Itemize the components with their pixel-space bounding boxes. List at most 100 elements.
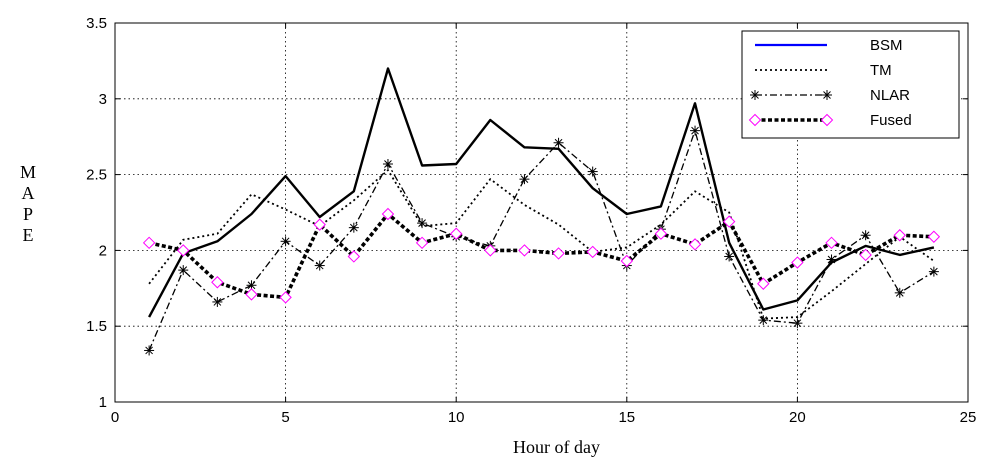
legend-box	[741, 30, 960, 139]
diamond-marker	[620, 254, 634, 268]
star-stroke	[861, 231, 870, 240]
diamond-marker	[552, 247, 565, 260]
star-marker	[690, 125, 701, 136]
star-marker	[178, 265, 189, 276]
series-line-bsm	[148, 67, 935, 318]
star-stroke	[520, 175, 529, 184]
star-stroke	[793, 319, 802, 328]
x-tick-label: 10	[448, 409, 465, 426]
star-stroke	[179, 266, 188, 274]
legend-label-bsm: BSM	[870, 37, 903, 54]
star-marker	[144, 345, 155, 356]
star-stroke	[315, 261, 324, 270]
star-stroke	[349, 223, 358, 232]
star-stroke	[930, 267, 938, 276]
star-marker	[280, 236, 291, 247]
star-marker	[212, 296, 223, 307]
x-tick-label: 25	[960, 409, 977, 426]
diamond-marker	[825, 236, 838, 250]
diamond-marker	[757, 277, 770, 290]
star-marker	[792, 318, 803, 329]
diamond-marker	[279, 291, 292, 304]
star-marker	[860, 230, 871, 241]
x-tick-label: 0	[111, 409, 119, 426]
star-stroke	[691, 126, 699, 135]
y-axis-title-letter: A	[22, 183, 35, 203]
diamond-marker	[518, 244, 531, 257]
y-tick-label: 2.5	[86, 167, 107, 184]
x-tick-label: 20	[789, 409, 806, 426]
star-marker	[382, 158, 393, 169]
diamond-marker	[927, 230, 941, 243]
star-stroke	[895, 288, 904, 297]
star-stroke	[823, 91, 831, 99]
star-marker	[758, 315, 769, 326]
y-tick-label: 3.5	[86, 15, 107, 32]
diamond-marker	[688, 238, 702, 251]
diamond-marker	[893, 229, 906, 242]
y-tick-label: 1	[99, 394, 107, 411]
tick-labels: 0 5 10 15 20 25 1 1.5 2 2.5 3 3.5	[86, 15, 976, 426]
y-axis-title-letter: E	[23, 225, 34, 245]
star-marker	[553, 137, 564, 148]
star-stroke	[418, 219, 426, 227]
diamond-marker	[654, 227, 668, 240]
x-axis-title: Hour of day	[513, 437, 600, 457]
plot-frame	[114, 22, 969, 403]
diamond-marker	[791, 256, 804, 269]
legend-label-tm: TM	[870, 62, 892, 79]
star-marker	[314, 260, 325, 271]
diamond-marker	[313, 218, 326, 231]
star-marker	[894, 287, 905, 298]
diamond-marker	[177, 244, 190, 257]
star-stroke	[384, 160, 392, 168]
star-marker	[822, 90, 832, 100]
diamond-marker	[142, 236, 156, 250]
diamond-marker	[748, 113, 762, 127]
legend: BSM TM NLAR Fused	[741, 30, 960, 139]
diamond-marker	[347, 250, 361, 263]
star-stroke	[827, 255, 836, 264]
star-stroke	[247, 281, 256, 290]
diamond-marker	[586, 245, 599, 259]
diamond-marker	[449, 227, 463, 240]
series-group	[142, 67, 941, 356]
legend-label-nlar: NLAR	[870, 87, 910, 104]
series-line-fused	[148, 212, 934, 300]
star-marker	[519, 174, 530, 185]
diamond-marker	[484, 244, 497, 257]
star-marker	[928, 266, 939, 277]
y-axis-title-letter: P	[23, 204, 33, 224]
star-stroke	[145, 346, 153, 355]
diamond-marker	[722, 215, 736, 228]
diamond-marker	[415, 236, 429, 250]
star-stroke	[588, 167, 597, 176]
star-marker	[826, 254, 837, 265]
star-stroke	[554, 138, 563, 147]
legend-label-fused: Fused	[870, 112, 912, 129]
star-stroke	[759, 316, 768, 324]
star-stroke	[281, 237, 290, 246]
diamond-marker	[820, 113, 834, 127]
y-axis-title-letter: M	[20, 162, 36, 182]
x-tick-label: 5	[281, 409, 289, 426]
star-marker	[750, 90, 760, 100]
star-marker	[348, 222, 359, 233]
star-stroke	[213, 298, 222, 306]
x-tick-label: 15	[618, 409, 635, 426]
star-stroke	[725, 252, 734, 261]
diamond-marker	[211, 276, 224, 289]
star-marker	[724, 251, 735, 262]
star-marker	[587, 166, 598, 177]
star-marker	[417, 218, 428, 229]
diamond-marker	[859, 248, 872, 262]
star-stroke	[751, 91, 759, 99]
y-tick-label: 1.5	[86, 318, 107, 335]
diamond-marker	[245, 288, 258, 301]
diamond-marker	[381, 207, 395, 221]
y-tick-label: 3	[99, 91, 107, 108]
y-tick-label: 2	[99, 242, 107, 259]
series-line-nlar	[148, 129, 935, 351]
